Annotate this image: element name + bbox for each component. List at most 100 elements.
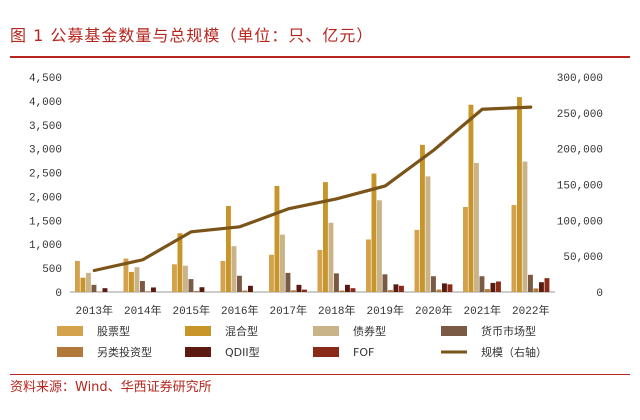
- title-rule: [10, 56, 630, 58]
- bar: [177, 233, 183, 292]
- bar: [539, 282, 544, 292]
- bar: [102, 288, 108, 292]
- bar: [80, 277, 86, 292]
- legend-label: 规模（右轴）: [481, 345, 547, 359]
- y-right-tick-label: 100,000: [557, 216, 603, 228]
- bar: [231, 246, 237, 292]
- y-right-tick-label: 150,000: [557, 181, 603, 193]
- x-tick-label: 2019年: [367, 303, 404, 318]
- x-tick-label: 2016年: [221, 303, 258, 318]
- bar: [194, 291, 199, 292]
- bar: [334, 273, 339, 292]
- bar: [522, 161, 528, 292]
- bar: [399, 285, 404, 292]
- bar: [145, 291, 151, 292]
- legend-swatch: [313, 326, 339, 336]
- bar: [199, 287, 205, 292]
- legend-swatch: [57, 347, 83, 357]
- chart-line: [92, 105, 533, 273]
- bar: [511, 205, 517, 292]
- bar: [366, 239, 371, 292]
- y-left-tick-label: 0: [55, 288, 62, 300]
- x-tick-label: 2017年: [270, 303, 307, 318]
- y-right-tick-label: 200,000: [557, 145, 603, 157]
- bar: [490, 282, 496, 292]
- scale-line: [92, 105, 533, 273]
- x-tick-label: 2015年: [173, 303, 210, 318]
- bar: [371, 173, 377, 292]
- x-tick-label: 2013年: [76, 303, 113, 318]
- legend-swatch: [57, 326, 83, 336]
- bar: [172, 264, 177, 292]
- y-left-tick-label: 3,000: [29, 145, 62, 157]
- bar: [237, 275, 242, 292]
- bar: [474, 163, 479, 292]
- legend-label: 债券型: [353, 324, 386, 338]
- legend-label: QDII型: [225, 345, 260, 359]
- bar: [296, 284, 302, 292]
- bar: [285, 272, 291, 292]
- bar: [248, 285, 253, 292]
- bar: [420, 144, 425, 292]
- bar: [86, 272, 91, 292]
- bar: [183, 265, 188, 292]
- legend-label: 货币市场型: [481, 324, 536, 338]
- legend-swatch: [313, 347, 339, 357]
- bar: [544, 278, 550, 292]
- bar: [323, 182, 328, 292]
- bar: [350, 288, 356, 292]
- legend-label: 混合型: [225, 324, 258, 338]
- bar: [479, 276, 485, 292]
- x-tick-label: 2018年: [318, 303, 355, 318]
- legend-swatch: [185, 326, 211, 336]
- bar: [382, 274, 388, 292]
- bar: [528, 274, 533, 292]
- bar: [414, 229, 420, 292]
- bar: [431, 276, 436, 292]
- bar: [123, 258, 129, 292]
- chart-axes: 0 500 1,000 1,500 2,000 2,500 3,000 3,500 4,000 4…: [29, 73, 603, 318]
- bar: [188, 279, 194, 292]
- x-tick-label: 2022年: [512, 303, 549, 318]
- source-note: 资料来源：Wind、华西证券研究所: [10, 380, 212, 395]
- bar: [274, 185, 280, 292]
- y-left-tick-label: 500: [42, 264, 62, 276]
- y-right-tick-label: 250,000: [557, 109, 603, 121]
- bar: [425, 176, 431, 292]
- x-tick-label: 2014年: [124, 303, 161, 318]
- bar: [339, 290, 345, 292]
- bar: [388, 290, 393, 292]
- bar: [151, 287, 156, 292]
- bar: [468, 104, 474, 292]
- bar: [220, 260, 226, 292]
- y-left-tick-label: 4,500: [29, 73, 62, 85]
- bar: [463, 206, 468, 292]
- x-tick-label: 2021年: [464, 303, 501, 318]
- bar: [328, 222, 334, 292]
- bar: [129, 271, 134, 292]
- bar: [75, 260, 80, 292]
- bar: [485, 289, 490, 292]
- bar: [317, 249, 323, 292]
- bar: [517, 97, 522, 292]
- legend-swatch: [441, 326, 467, 336]
- y-left-tick-label: 3,500: [29, 121, 62, 133]
- legend-label: 另类投资型: [97, 345, 152, 359]
- legend-label: 股票型: [97, 324, 130, 338]
- chart-bars: [75, 97, 550, 292]
- source-rule: [10, 374, 630, 375]
- bar: [134, 267, 140, 292]
- legend-swatch: [185, 347, 211, 357]
- bar: [447, 284, 453, 292]
- bar: [442, 283, 447, 292]
- bar: [345, 284, 350, 292]
- x-tick-label: 2020年: [415, 303, 452, 318]
- chart-title: 图 1 公募基金数量与总规模（单位：只、亿元）: [10, 26, 374, 45]
- bar: [436, 289, 442, 292]
- y-left-tick-label: 1,500: [29, 216, 62, 228]
- bar: [91, 284, 97, 292]
- bar: [226, 206, 231, 292]
- bar: [291, 290, 296, 292]
